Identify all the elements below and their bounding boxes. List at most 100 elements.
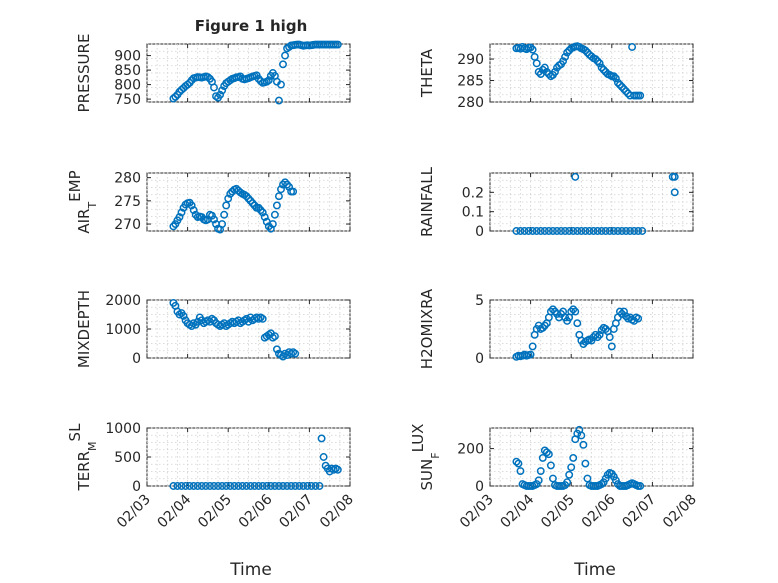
data-point [540, 227, 549, 235]
data-point [197, 482, 206, 490]
x-tick-label: 02/04 [155, 491, 195, 531]
data-point [226, 482, 235, 490]
y-tick-label: 290 [457, 52, 484, 68]
figure-title: Figure 1 high [195, 17, 308, 35]
y-axis-label: AIRTEMP [66, 170, 99, 233]
data-point [567, 463, 576, 472]
data-point [528, 227, 537, 235]
data-point [266, 482, 275, 490]
data-point [546, 461, 555, 470]
data-point [258, 314, 267, 323]
data-point [542, 67, 551, 76]
data-point [597, 63, 606, 72]
data-point [333, 465, 342, 474]
subplot-theta: 280 285 290 THETA [418, 42, 694, 111]
data-point [193, 482, 202, 490]
data-point [609, 72, 618, 81]
data-point [597, 227, 606, 235]
y-tick-label: 0 [475, 351, 484, 367]
x-tick-label: 02/06 [579, 491, 619, 531]
data-point [277, 80, 285, 89]
y-tick-label: 275 [114, 194, 141, 210]
y-tick-label: 800 [114, 78, 141, 94]
data-point [222, 201, 231, 210]
data-point [183, 80, 192, 89]
data-point [577, 227, 586, 235]
data-point [573, 319, 582, 328]
y-axis-label: RAINFALL [418, 166, 436, 237]
data-point [222, 482, 231, 490]
grid-lines [489, 427, 694, 487]
data-point [544, 450, 553, 459]
data-point [187, 201, 196, 210]
data-point [189, 206, 198, 215]
x-tick-label: 02/05 [195, 492, 235, 532]
y-tick-label: 900 [114, 49, 141, 65]
data-point [210, 215, 218, 224]
data-markers [169, 434, 342, 490]
data-point [540, 63, 549, 72]
data-point [295, 482, 304, 490]
data-markers [169, 298, 300, 361]
data-point [246, 482, 255, 490]
data-point [262, 482, 271, 490]
data-point [169, 482, 178, 490]
data-point [538, 453, 547, 462]
data-point [620, 85, 628, 94]
data-point [636, 91, 645, 100]
data-point [565, 227, 574, 235]
data-point [242, 482, 251, 490]
data-point [634, 227, 643, 235]
grid-lines [146, 427, 351, 487]
data-point [581, 459, 590, 468]
data-point [536, 467, 545, 475]
data-point [579, 440, 588, 449]
data-point [542, 448, 551, 457]
data-point [670, 172, 679, 181]
data-point [585, 227, 594, 235]
y-tick-label: 270 [114, 217, 141, 233]
data-point [595, 59, 604, 68]
data-point [526, 43, 535, 52]
x-tick-label: 02/08 [660, 492, 700, 532]
data-point [512, 457, 521, 466]
data-point [315, 482, 324, 490]
data-point [303, 482, 312, 490]
data-point [591, 55, 600, 63]
data-point [563, 48, 572, 57]
data-point [234, 482, 243, 490]
data-point [311, 482, 320, 490]
y-tick-label: 500 [114, 450, 141, 466]
x-tick-label: 02/03 [114, 492, 154, 532]
x-tick-label: 02/04 [498, 491, 538, 531]
data-point [289, 187, 298, 196]
data-point [516, 467, 525, 475]
data-point [218, 220, 227, 228]
data-point [638, 227, 647, 235]
data-point [181, 482, 190, 490]
subplot-mixdepth: 0 1000 2000 MIXDEPTH [75, 290, 351, 368]
data-point [514, 459, 523, 468]
data-point [559, 57, 568, 66]
data-point [593, 57, 602, 66]
data-point [534, 476, 543, 485]
data-point [299, 482, 308, 490]
y-tick-label: 200 [457, 442, 484, 458]
y-axis-label: MIXDEPTH [75, 290, 93, 368]
data-point [571, 172, 580, 181]
data-point [287, 482, 296, 490]
y-axis-label: SUNFLUX [409, 424, 442, 491]
grid-lines [489, 172, 694, 232]
data-point [230, 482, 239, 490]
y-tick-label: 850 [114, 63, 141, 79]
data-point [636, 482, 645, 490]
data-point [275, 192, 283, 201]
data-point [609, 227, 618, 235]
x-tick-label: 02/07 [276, 492, 316, 532]
data-point [272, 345, 281, 354]
grid-lines [489, 299, 694, 359]
data-point [516, 227, 525, 235]
data-point [528, 45, 537, 54]
data-point [569, 453, 578, 462]
